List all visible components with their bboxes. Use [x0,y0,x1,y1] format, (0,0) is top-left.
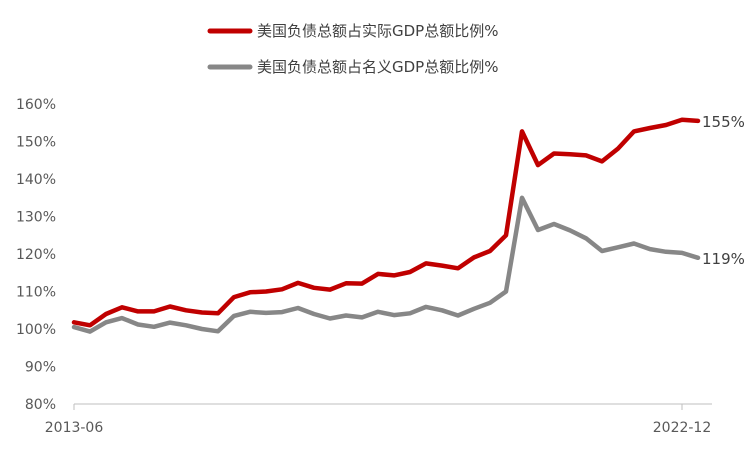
end-label-real: 155% [702,113,745,131]
series-line-real [71,117,701,328]
series-layer [71,117,701,334]
y-tick-label: 150% [16,135,56,151]
y-axis: 80% 90% 100% 110% 120% 130% 140% 150% 160% [16,97,56,413]
y-tick-label: 120% [16,247,56,263]
y-tick-label: 160% [16,97,56,113]
series-line-nominal [71,195,701,334]
x-axis: 2013-06 2022-12 [45,403,712,436]
legend-label-nominal: 美国负债总额占名义GDP总额比例% [257,58,498,76]
end-label-nominal: 119% [702,250,745,268]
x-tick-label: 2013-06 [45,420,104,436]
y-tick-label: 90% [25,360,56,376]
y-tick-label: 130% [16,210,56,226]
y-tick-label: 140% [16,172,56,188]
y-tick-label: 110% [16,285,56,301]
y-tick-label: 100% [16,322,56,338]
y-tick-label: 80% [25,397,56,413]
end-labels: 155% 119% [702,113,745,268]
legend: 美国负债总额占实际GDP总额比例% 美国负债总额占名义GDP总额比例% [207,22,498,76]
legend-label-real: 美国负债总额占实际GDP总额比例% [257,22,498,40]
x-tick-label: 2022-12 [653,420,712,436]
